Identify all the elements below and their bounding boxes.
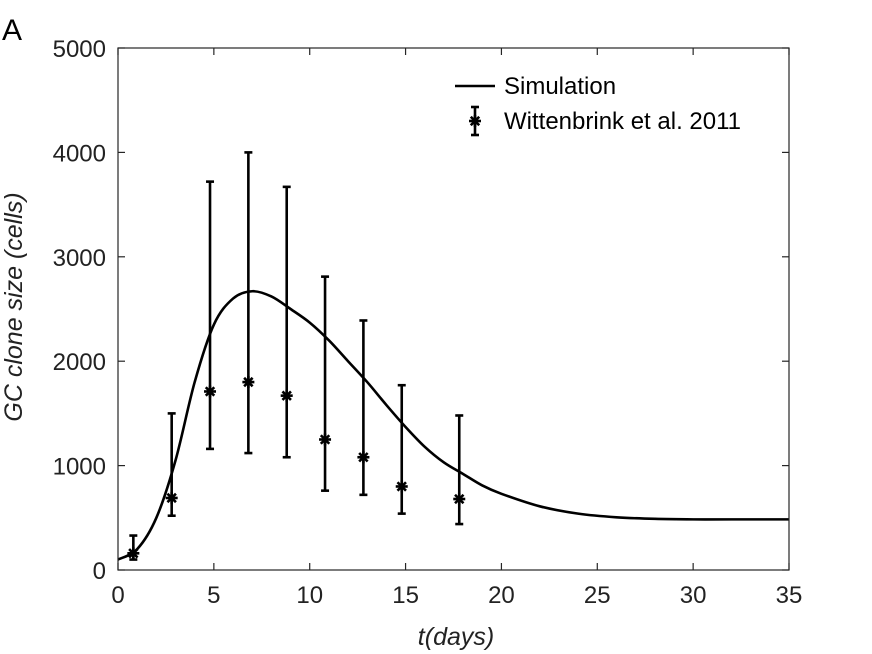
x-tick-label: 5 [207,582,220,609]
data-point [204,180,217,451]
data-point [357,319,370,497]
data-marker [165,491,178,504]
data-marker [395,480,408,493]
data-marker [319,433,332,446]
marker-stroke [454,493,465,505]
marker-stroke [469,115,481,127]
legend-marker-swatch [469,115,481,127]
plot-area [117,151,789,561]
x-axis-label: t(days) [418,623,494,651]
data-marker [242,376,255,389]
x-tick-label: 35 [776,582,803,609]
x-tick-label: 25 [584,582,611,609]
axes-box [117,47,790,571]
data-point [127,534,140,561]
marker-stroke [358,452,369,463]
data-point [453,414,466,526]
marker-stroke [128,548,139,559]
y-tick-label: 4000 [53,140,106,167]
x-tick-label: 20 [488,582,515,609]
panel-label: A [2,14,22,47]
marker-stroke [166,492,177,504]
simulation-line [117,289,789,561]
marker-stroke [396,481,407,492]
x-tick-label: 15 [392,582,419,609]
marker-stroke [319,434,331,445]
data-marker [127,547,140,560]
legend: Simulation Wittenbrink et al. 2011 [455,73,741,137]
data-point [165,412,178,518]
data-marker [453,493,466,506]
y-tick-label: 1000 [53,454,106,481]
data-marker [204,385,217,398]
y-axis-label: GC clone size (cells) [0,192,28,421]
axes: 0 5 10 15 20 25 30 35 0 1000 2000 3000 4000 5000 [53,36,803,609]
y-tick-label: 0 [93,558,106,585]
data-point [395,383,408,515]
legend-label-simulation: Simulation [504,73,616,100]
marker-stroke [204,386,216,397]
y-tick-label: 2000 [53,349,106,376]
data-marker [280,389,293,402]
x-tick-label: 10 [296,582,323,609]
marker-stroke [281,390,292,401]
data-point [319,275,332,492]
data-point [242,151,255,455]
data-marker [357,451,370,464]
y-tick-label: 5000 [53,36,106,63]
legend-label-data: Wittenbrink et al. 2011 [504,108,741,135]
marker-stroke [243,376,254,388]
x-tick-label: 0 [111,582,124,609]
data-point [280,185,293,459]
y-tick-label: 3000 [53,245,106,272]
x-tick-label: 30 [680,582,707,609]
